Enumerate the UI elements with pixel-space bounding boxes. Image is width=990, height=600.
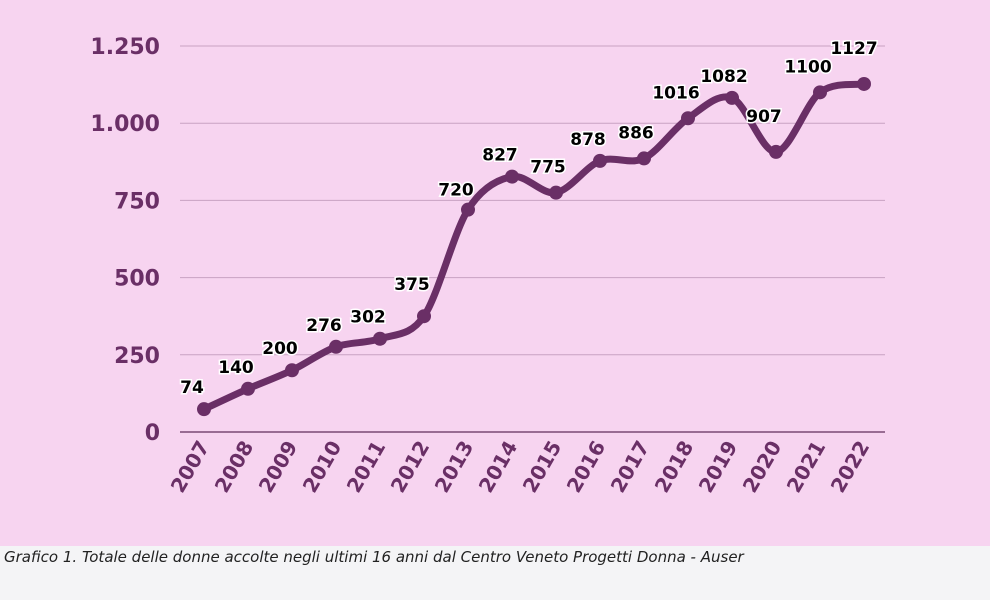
x-tick-label: 2014 [474, 437, 523, 497]
x-tick-label: 2020 [738, 437, 787, 497]
x-tick-label: 2011 [342, 437, 391, 497]
data-point [197, 402, 211, 417]
data-label: 720 [438, 181, 474, 201]
data-label: 140 [218, 358, 254, 378]
x-tick-label: 2009 [254, 437, 303, 497]
data-label: 886 [618, 123, 654, 143]
series-line [200, 80, 868, 413]
series-line-group [200, 80, 868, 413]
data-point [505, 169, 519, 184]
figure-caption: Grafico 1. Totale delle donne accolte ne… [4, 548, 744, 566]
y-tick-label: 0 [145, 421, 160, 446]
x-tick-label: 2010 [298, 437, 347, 497]
data-point [857, 76, 871, 91]
x-tick-label: 2013 [430, 437, 479, 497]
data-label: 1127 [830, 39, 877, 59]
data-point [373, 331, 387, 346]
data-point [461, 202, 475, 217]
data-point [593, 153, 607, 168]
x-tick-label: 2018 [650, 437, 699, 497]
data-label: 1100 [784, 57, 831, 77]
data-label: 775 [530, 158, 566, 178]
y-tick-label: 250 [114, 344, 160, 369]
data-label: 1082 [700, 67, 747, 87]
data-point [241, 381, 255, 396]
x-tick-label: 2007 [166, 437, 215, 497]
chart-panel: 0 250 500 750 1.000 1.250 2007 2008 2009 2010 201… [0, 0, 990, 546]
y-tick-label: 1.250 [90, 35, 160, 60]
data-point [285, 363, 299, 378]
data-label: 302 [350, 308, 386, 328]
data-point [813, 85, 827, 100]
y-tick-label: 500 [114, 267, 160, 292]
y-axis-ticks: 0 250 500 750 1.000 1.250 [90, 35, 160, 446]
data-point [417, 309, 431, 324]
data-label: 1016 [652, 83, 699, 103]
data-point [725, 90, 739, 105]
y-tick-label: 1.000 [90, 112, 160, 137]
x-tick-label: 2012 [386, 437, 435, 497]
data-label: 375 [394, 275, 430, 295]
data-label: 878 [570, 130, 606, 150]
x-tick-label: 2022 [826, 437, 875, 497]
data-point [329, 339, 343, 354]
data-point [769, 144, 783, 159]
data-label: 907 [746, 107, 782, 127]
gridlines [180, 45, 885, 433]
data-point [549, 185, 563, 200]
data-label: 276 [306, 316, 342, 336]
data-points [197, 76, 871, 417]
x-axis-ticks: 2007200820092010201120122013201420152016… [166, 437, 875, 497]
x-tick-label: 2021 [782, 437, 831, 497]
data-label: 200 [262, 339, 298, 359]
x-tick-label: 2019 [694, 437, 743, 497]
y-tick-label: 750 [114, 189, 160, 214]
x-tick-label: 2017 [606, 437, 655, 497]
x-tick-label: 2008 [210, 437, 259, 497]
x-tick-label: 2016 [562, 437, 611, 497]
data-point [681, 111, 695, 126]
data-label: 827 [482, 146, 518, 166]
data-label: 74 [180, 378, 204, 398]
data-point [637, 151, 651, 166]
x-tick-label: 2015 [518, 437, 567, 497]
